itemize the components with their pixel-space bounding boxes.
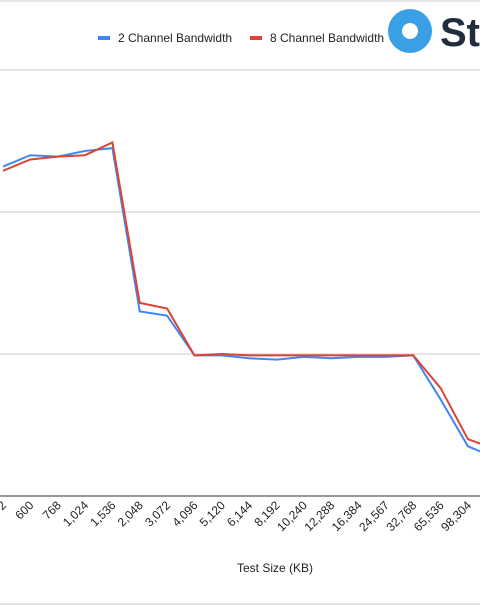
- series-line: [2, 140, 480, 445]
- x-tick-label: 1,024: [60, 498, 91, 529]
- x-tick-label: 600: [12, 498, 36, 522]
- legend-label: 8 Channel Bandwidth: [270, 31, 384, 45]
- logo-text: St: [440, 11, 480, 55]
- x-tick-label: 4,096: [169, 498, 200, 529]
- x-tick-label: 98,304: [438, 498, 474, 534]
- x-tick-label: 131: [477, 498, 480, 522]
- x-tick-label: 1,536: [87, 498, 118, 529]
- legend: 2 Channel Bandwidth 8 Channel Bandwidth: [98, 31, 384, 45]
- x-tick-label: 72: [0, 498, 9, 518]
- legend-label: 2 Channel Bandwidth: [118, 31, 232, 45]
- x-tick-label: 2,048: [115, 498, 146, 529]
- x-tick-label: 3,072: [142, 498, 173, 529]
- logo-icon-hole: [402, 23, 418, 39]
- series-line: [2, 147, 480, 453]
- x-tick-label: 5,120: [197, 498, 228, 529]
- x-tick-label: 6,144: [224, 498, 255, 529]
- x-axis-title: Test Size (KB): [237, 561, 313, 575]
